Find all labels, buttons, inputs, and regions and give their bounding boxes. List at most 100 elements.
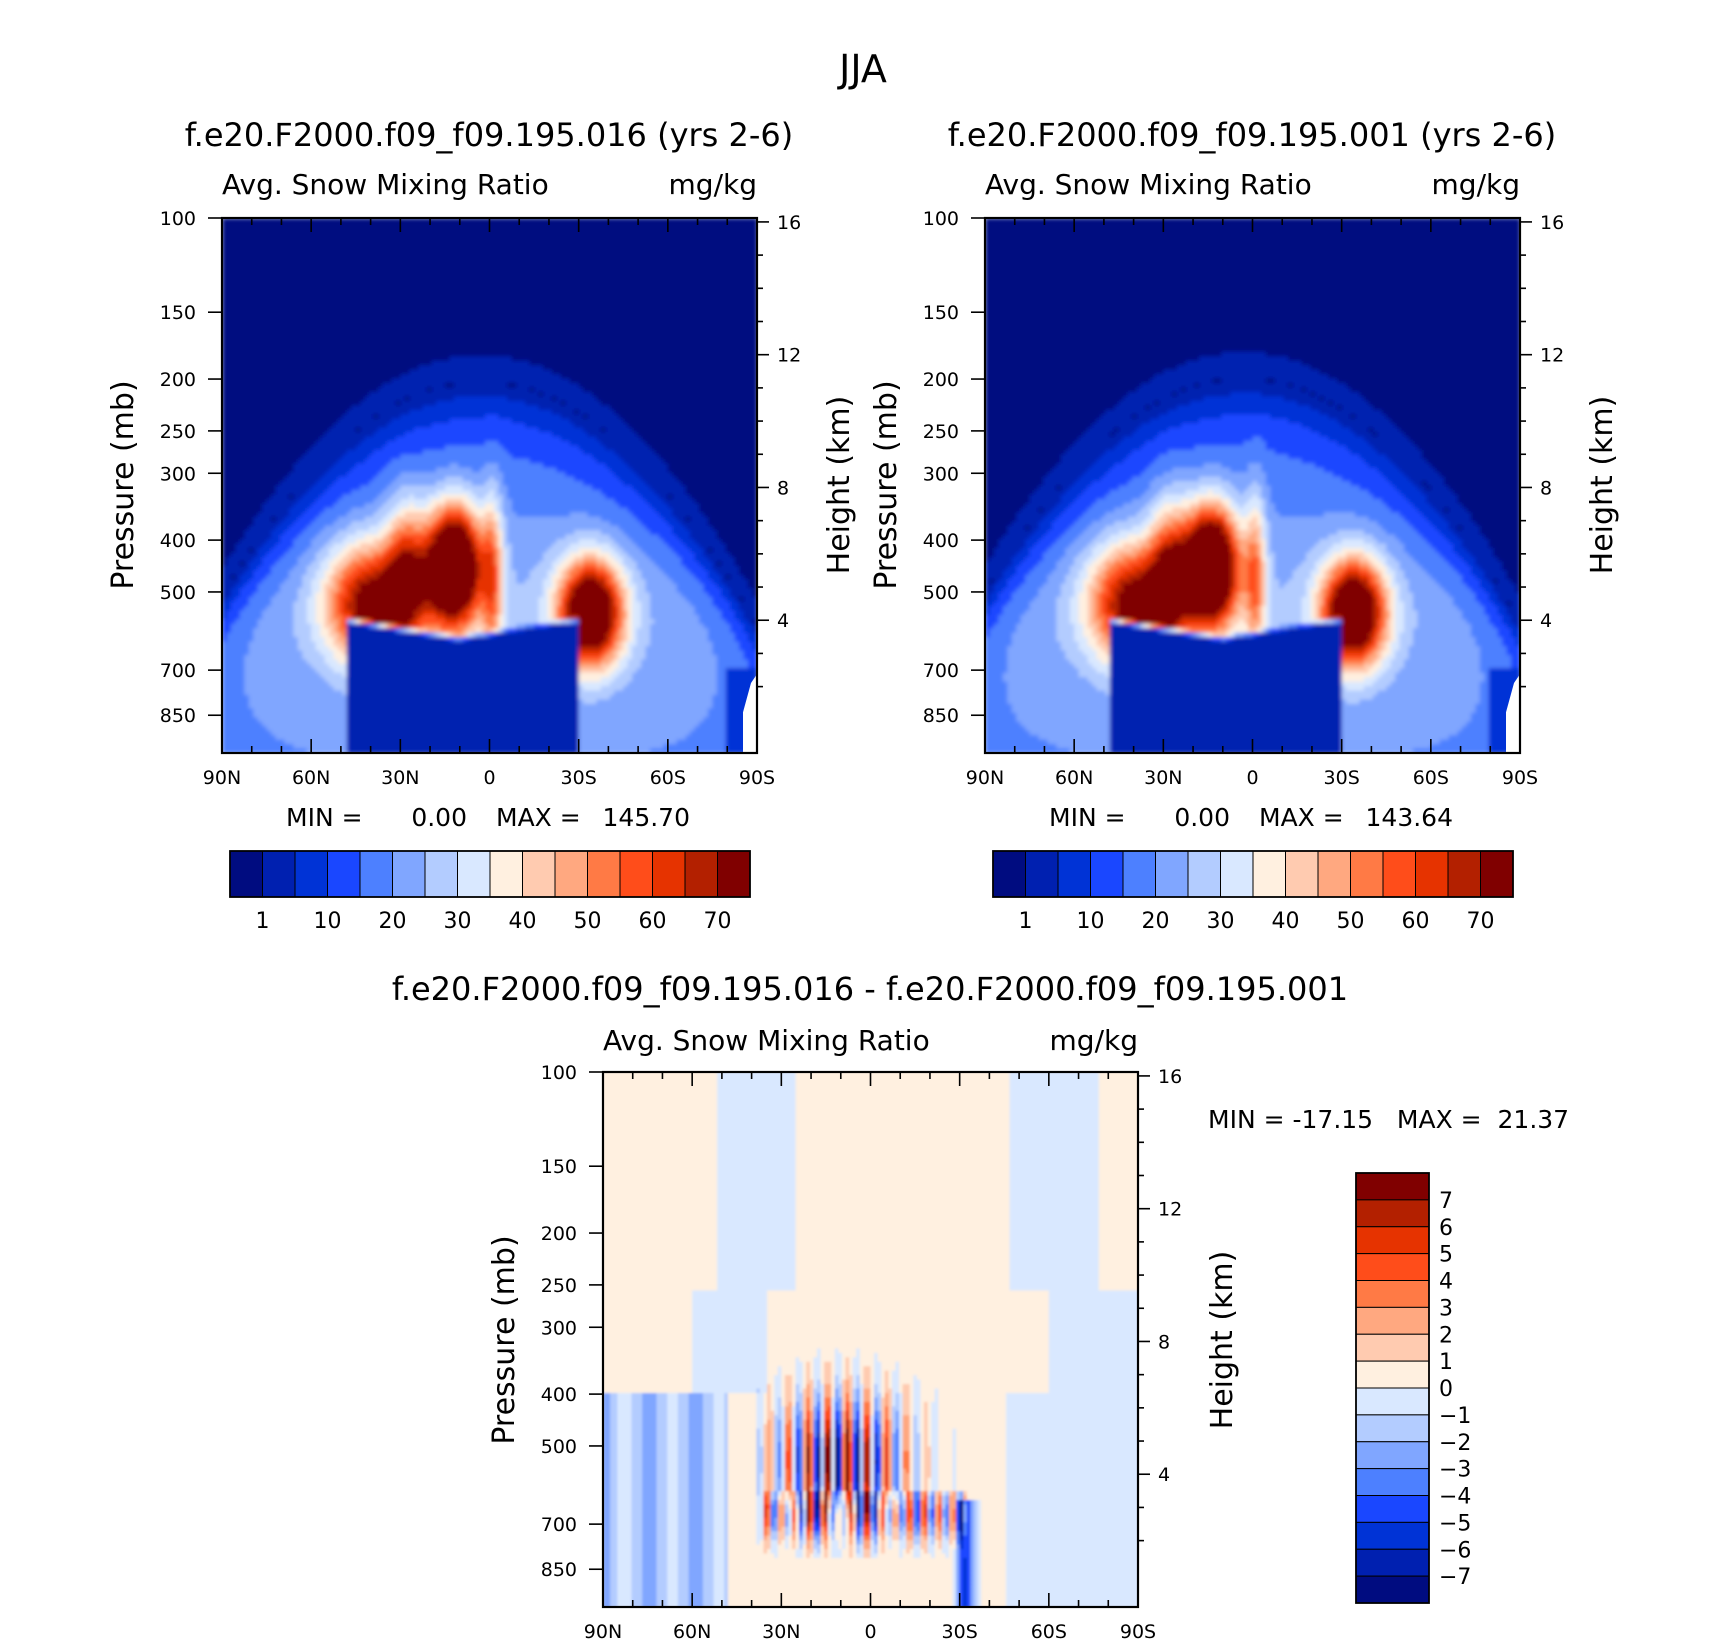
- panel-1-field-cell: [386, 342, 393, 348]
- panel-1-field-cell: [386, 374, 393, 380]
- panel-1-field-cell: [262, 400, 268, 406]
- panel-1-field-cell: [226, 307, 232, 313]
- panel-1-field-cell: [279, 374, 286, 380]
- panel-1-field-cell: [556, 382, 562, 389]
- panel-1-field-cell: [605, 329, 611, 335]
- panel-1-field-cell: [409, 369, 415, 375]
- panel-1-field-cell: [235, 320, 241, 326]
- panel-1-field-cell: [440, 325, 446, 331]
- panel-1-field-cell: [716, 240, 722, 246]
- panel-1-field-cell: [324, 387, 330, 393]
- panel-1-field-cell: [565, 262, 571, 268]
- panel-1-field-cell: [485, 360, 491, 366]
- panel-1-field-cell: [315, 338, 321, 344]
- panel-1-field-cell: [235, 347, 241, 353]
- panel-1-field-cell: [502, 253, 508, 259]
- panel-1-field-cell: [605, 382, 611, 389]
- panel-1-field-cell: [632, 240, 638, 246]
- panel-1-field-cell: [230, 226, 236, 232]
- panel-1-field-cell: [734, 262, 740, 268]
- panel-1-field-cell: [271, 249, 277, 255]
- panel-1-field-cell: [386, 329, 393, 335]
- panel-1-field-cell: [734, 258, 740, 264]
- panel-1-field-cell: [703, 311, 709, 317]
- panel-1-field-cell: [721, 369, 727, 375]
- panel-1-field-cell: [699, 226, 705, 232]
- panel-1-field-cell: [502, 293, 508, 299]
- panel-1-field-cell: [534, 253, 540, 259]
- panel-1-field-cell: [355, 347, 361, 353]
- panel-1-field-cell: [320, 338, 326, 344]
- panel-1-field-cell: [556, 356, 562, 362]
- panel-1-field-cell: [222, 302, 228, 308]
- panel-1-field-cell: [574, 231, 580, 237]
- panel-1-field-cell: [690, 222, 696, 228]
- panel-1-field-cell: [462, 391, 468, 397]
- panel-1-field-cell: [449, 271, 455, 277]
- panel-1-field-cell: [311, 289, 317, 295]
- panel-1-field-cell: [311, 284, 317, 290]
- panel-1-field-cell: [569, 289, 575, 295]
- panel-1-field-cell: [235, 244, 241, 250]
- panel-1-field-cell: [493, 356, 500, 362]
- panel-1-field-cell: [453, 262, 459, 268]
- panel-1-field-cell: [369, 275, 375, 282]
- panel-1-field-cell: [734, 298, 740, 304]
- panel-1-field-cell: [453, 218, 459, 224]
- panel-1-field-cell: [538, 400, 544, 406]
- panel-1-field-cell: [534, 382, 540, 389]
- panel-1-field-cell: [654, 325, 660, 331]
- panel-1-field-cell: [623, 387, 629, 393]
- panel-1-field-cell: [462, 253, 468, 259]
- panel-1-field-cell: [342, 333, 348, 339]
- panel-1-field-cell: [320, 351, 326, 357]
- panel-1-field-cell: [360, 360, 366, 366]
- panel-1-field-cell: [271, 284, 277, 290]
- panel-1-field-cell: [386, 316, 393, 322]
- panel-1-field-cell: [645, 338, 651, 344]
- panel-1-field-cell: [288, 267, 294, 273]
- panel-1-field-cell: [694, 351, 700, 357]
- panel-1-field-cell: [226, 311, 232, 317]
- panel-1-field-cell: [547, 262, 553, 268]
- panel-1-field-cell: [369, 307, 375, 313]
- panel-1-field-cell: [667, 356, 673, 362]
- panel-1-field-cell: [600, 369, 607, 375]
- panel-1-field-cell: [485, 333, 491, 339]
- panel-1-field-cell: [373, 258, 379, 264]
- panel-1-field-cell: [320, 307, 326, 313]
- panel-1-field-cell: [222, 222, 228, 228]
- panel-1-field-cell: [378, 218, 384, 224]
- panel-1-field-cell: [712, 351, 718, 357]
- panel-1-field-cell: [627, 249, 633, 255]
- panel-1-field-cell: [609, 271, 615, 277]
- panel-1-field-cell: [279, 400, 286, 406]
- panel-1-field-cell: [480, 289, 486, 295]
- panel-1-field-cell: [592, 258, 598, 264]
- panel-1-field-cell: [440, 240, 446, 246]
- panel-1-field-cell: [498, 289, 504, 295]
- panel-1-field-cell: [529, 253, 535, 259]
- panel-1-field-cell: [547, 244, 553, 250]
- panel-1-field-cell: [676, 338, 682, 344]
- panel-1-field-cell: [556, 262, 562, 268]
- panel-1-field-cell: [453, 226, 459, 232]
- panel-1-field-cell: [752, 325, 757, 331]
- panel-1-field-cell: [641, 262, 647, 268]
- panel-1-field-cell: [538, 235, 544, 241]
- panel-1-field-cell: [444, 320, 450, 326]
- panel-1-field-cell: [556, 351, 562, 357]
- panel-1-field-cell: [752, 222, 757, 228]
- panel-1-field-cell: [645, 396, 651, 402]
- panel-1-field-cell: [293, 360, 299, 366]
- panel-1-field-cell: [654, 289, 660, 295]
- panel-1-field-cell: [369, 396, 375, 402]
- panel-1-field-cell: [543, 249, 549, 255]
- panel-1-field-cell: [418, 338, 424, 344]
- panel-1-field-cell: [632, 307, 638, 313]
- panel-1-field-cell: [645, 378, 651, 384]
- panel-1-field-cell: [360, 226, 366, 232]
- panel-1-field-cell: [618, 351, 624, 357]
- panel-1-field-cell: [329, 329, 335, 335]
- panel-1-field-cell: [583, 231, 589, 237]
